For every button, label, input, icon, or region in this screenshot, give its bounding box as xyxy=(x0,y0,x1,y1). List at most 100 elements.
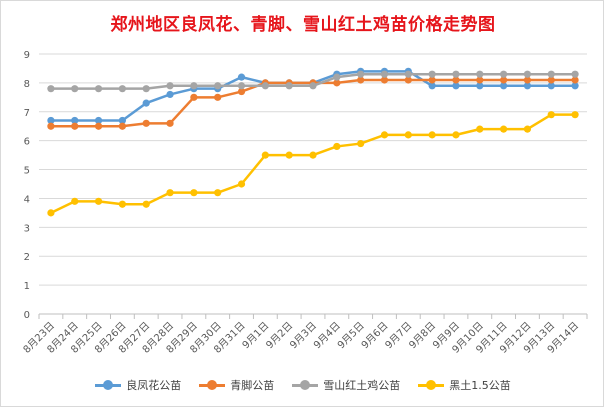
data-point-series-3 xyxy=(118,85,126,93)
data-point-series-1 xyxy=(476,82,484,90)
data-point-series-4 xyxy=(357,139,365,148)
data-point-series-2 xyxy=(94,122,103,130)
data-point-series-2 xyxy=(190,93,198,101)
legend-item: 良凤花公苗 xyxy=(95,377,181,393)
data-point-series-3 xyxy=(571,70,579,78)
data-point-series-4 xyxy=(523,125,532,133)
data-point-series-4 xyxy=(380,131,389,139)
data-point-series-2 xyxy=(166,119,174,127)
chart-title: 郑州地区良凤花、青脚、雪山红土鸡苗价格走势图 xyxy=(110,15,496,35)
data-point-series-2 xyxy=(214,93,222,101)
data-point-series-2 xyxy=(428,76,436,84)
data-point-series-1 xyxy=(571,82,579,90)
legend-swatch xyxy=(95,379,122,391)
data-point-series-2 xyxy=(500,76,508,84)
y-tick-label: 9 xyxy=(24,50,30,61)
data-point-series-2 xyxy=(357,76,365,84)
legend-item: 雪山红土鸡公苗 xyxy=(292,377,400,393)
data-point-series-4 xyxy=(547,111,555,119)
data-point-series-4 xyxy=(309,151,317,159)
data-point-series-1 xyxy=(142,99,150,107)
data-point-series-4 xyxy=(166,189,174,197)
data-point-series-4 xyxy=(261,151,269,159)
data-point-series-3 xyxy=(309,82,317,90)
data-point-series-2 xyxy=(404,76,412,84)
data-point-series-2 xyxy=(452,76,460,84)
data-point-series-3 xyxy=(94,85,103,93)
legend-swatch xyxy=(418,379,445,391)
y-tick-label: 8 xyxy=(24,79,30,90)
series-line-1 xyxy=(50,70,576,122)
data-point-series-3 xyxy=(47,85,55,93)
data-point-series-3 xyxy=(190,82,198,90)
data-point-series-3 xyxy=(214,82,222,90)
y-tick-label: 1 xyxy=(24,281,30,292)
data-point-series-4 xyxy=(476,125,484,133)
data-point-series-3 xyxy=(166,82,174,90)
y-tick-label: 6 xyxy=(24,137,30,148)
data-point-series-2 xyxy=(237,87,246,96)
data-point-series-3 xyxy=(333,73,341,81)
data-point-series-4 xyxy=(237,180,246,188)
data-point-series-2 xyxy=(142,119,150,127)
data-point-series-2 xyxy=(523,76,532,84)
data-point-series-1 xyxy=(237,73,246,81)
chart-legend: 良凤花公苗 青脚公苗 雪山红土鸡公苗 黑土1.5公苗 xyxy=(1,377,604,393)
y-tick-label: 0 xyxy=(24,310,30,321)
data-point-series-3 xyxy=(428,70,436,78)
data-point-series-1 xyxy=(71,116,79,125)
data-point-series-1 xyxy=(47,116,55,125)
data-point-series-3 xyxy=(380,70,389,78)
data-point-series-4 xyxy=(285,151,293,159)
data-point-series-1 xyxy=(166,90,174,99)
data-point-series-3 xyxy=(404,70,412,78)
data-point-series-4 xyxy=(214,189,222,197)
data-point-series-4 xyxy=(452,131,460,139)
data-point-series-1 xyxy=(523,82,532,90)
data-point-series-3 xyxy=(547,70,555,78)
data-point-series-3 xyxy=(237,82,246,90)
data-point-series-3 xyxy=(500,70,508,78)
data-point-series-3 xyxy=(285,82,293,90)
data-point-series-2 xyxy=(333,79,341,87)
data-point-series-4 xyxy=(333,142,341,151)
data-point-series-2 xyxy=(118,122,126,130)
data-point-series-2 xyxy=(380,76,389,84)
data-point-series-4 xyxy=(118,200,126,208)
legend-swatch xyxy=(292,379,319,391)
data-point-series-3 xyxy=(142,85,150,93)
y-tick-label: 7 xyxy=(24,108,30,119)
data-point-series-3 xyxy=(261,82,269,90)
legend-label: 黑土1.5公苗 xyxy=(449,379,511,392)
legend-swatch xyxy=(199,379,226,391)
data-point-series-1 xyxy=(452,82,460,90)
data-point-series-3 xyxy=(357,70,365,78)
data-point-series-4 xyxy=(428,131,436,139)
data-point-series-3 xyxy=(476,70,484,78)
data-point-series-2 xyxy=(571,76,579,84)
data-point-series-2 xyxy=(47,122,55,130)
data-point-series-4 xyxy=(71,197,79,205)
legend-item: 黑土1.5公苗 xyxy=(418,377,511,393)
legend-item: 青脚公苗 xyxy=(199,377,274,393)
data-point-series-3 xyxy=(71,85,79,93)
data-point-series-4 xyxy=(571,111,579,119)
data-point-series-4 xyxy=(94,197,103,205)
legend-label: 雪山红土鸡公苗 xyxy=(323,379,401,392)
data-point-series-4 xyxy=(500,125,508,133)
legend-label: 青脚公苗 xyxy=(230,379,275,392)
data-point-series-4 xyxy=(47,209,55,217)
data-point-series-1 xyxy=(94,116,103,125)
data-point-series-1 xyxy=(118,116,126,125)
y-tick-label: 5 xyxy=(24,166,30,177)
y-tick-label: 2 xyxy=(24,252,30,263)
y-tick-label: 3 xyxy=(24,223,30,234)
data-point-series-2 xyxy=(547,76,555,84)
data-point-series-3 xyxy=(523,70,532,78)
data-point-series-1 xyxy=(547,82,555,90)
data-point-series-4 xyxy=(404,131,412,139)
legend-label: 良凤花公苗 xyxy=(126,379,182,392)
data-point-series-4 xyxy=(190,189,198,197)
